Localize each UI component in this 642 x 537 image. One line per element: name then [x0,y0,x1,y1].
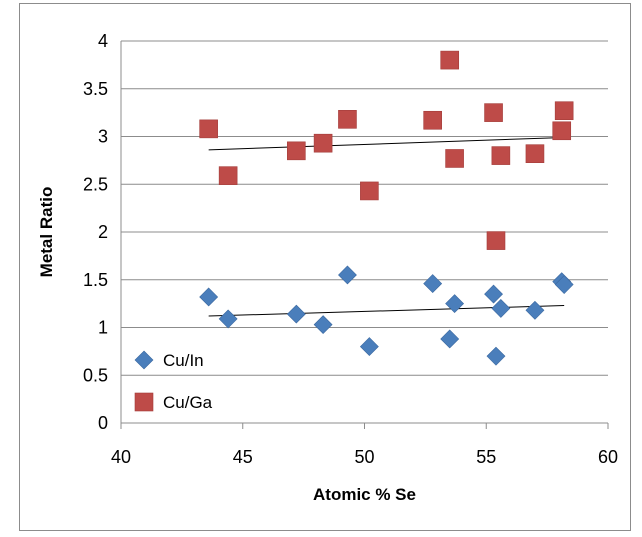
point-cu-in [491,298,511,318]
point-cu-ga [423,110,442,130]
point-cu-in [554,275,574,294]
point-cu-in [525,300,545,320]
x-tick-label: 40 [111,447,131,467]
point-cu-ga [491,146,511,165]
y-tick-label: 2 [98,222,108,242]
point-cu-in [484,284,503,304]
x-axis-title: Atomic % Se [313,485,416,504]
x-tick-label: 60 [598,447,618,467]
legend-label-cu-in: Cu/In [163,351,204,370]
y-tick-label: 1 [98,318,108,338]
trendline-cu-ga [208,136,565,151]
point-cu-ga [199,119,218,139]
data-points [199,50,574,366]
y-tick-label: 2.5 [83,174,108,194]
axes: 0 0.5 1 1.5 2 2.5 3 3.5 4 40 45 50 55 60 [83,31,618,467]
point-cu-ga [525,144,545,163]
y-tick-label: 0.5 [83,365,108,385]
point-cu-ga [486,231,506,250]
x-tick-label: 50 [354,447,374,467]
point-cu-ga [360,181,379,201]
x-tick-label: 45 [233,447,253,467]
point-cu-in [445,294,465,314]
point-cu-in [313,315,333,335]
legend-marker-cu-ga [134,392,154,412]
point-cu-in [218,309,238,329]
point-cu-ga [287,141,306,161]
point-cu-ga [554,101,574,121]
point-cu-ga [552,121,572,141]
y-tick-label: 3.5 [83,79,108,99]
point-cu-in [359,337,379,357]
y-tick-label: 3 [98,127,108,147]
legend-label-cu-ga: Cu/Ga [163,393,213,412]
point-cu-in [440,329,460,349]
point-cu-in [486,346,506,366]
point-cu-in [199,287,219,307]
point-cu-ga [440,50,460,70]
y-tick-label: 1.5 [83,270,108,290]
point-cu-in [286,304,306,324]
y-tick-label: 4 [98,31,108,51]
point-cu-ga [313,133,333,153]
x-tick-label: 55 [476,447,496,467]
point-cu-ga [484,103,503,122]
legend: Cu/In Cu/Ga [134,350,213,412]
point-cu-in [423,274,443,293]
point-cu-in [338,265,357,285]
y-axis-title: Metal Ratio [37,187,56,278]
trendline-cu-in [208,305,565,317]
legend-marker-cu-in [134,350,154,370]
point-cu-ga [338,110,357,129]
point-cu-ga [218,166,238,185]
trendlines [208,136,565,317]
y-tick-label: 0 [98,413,108,433]
point-cu-ga [445,149,464,168]
